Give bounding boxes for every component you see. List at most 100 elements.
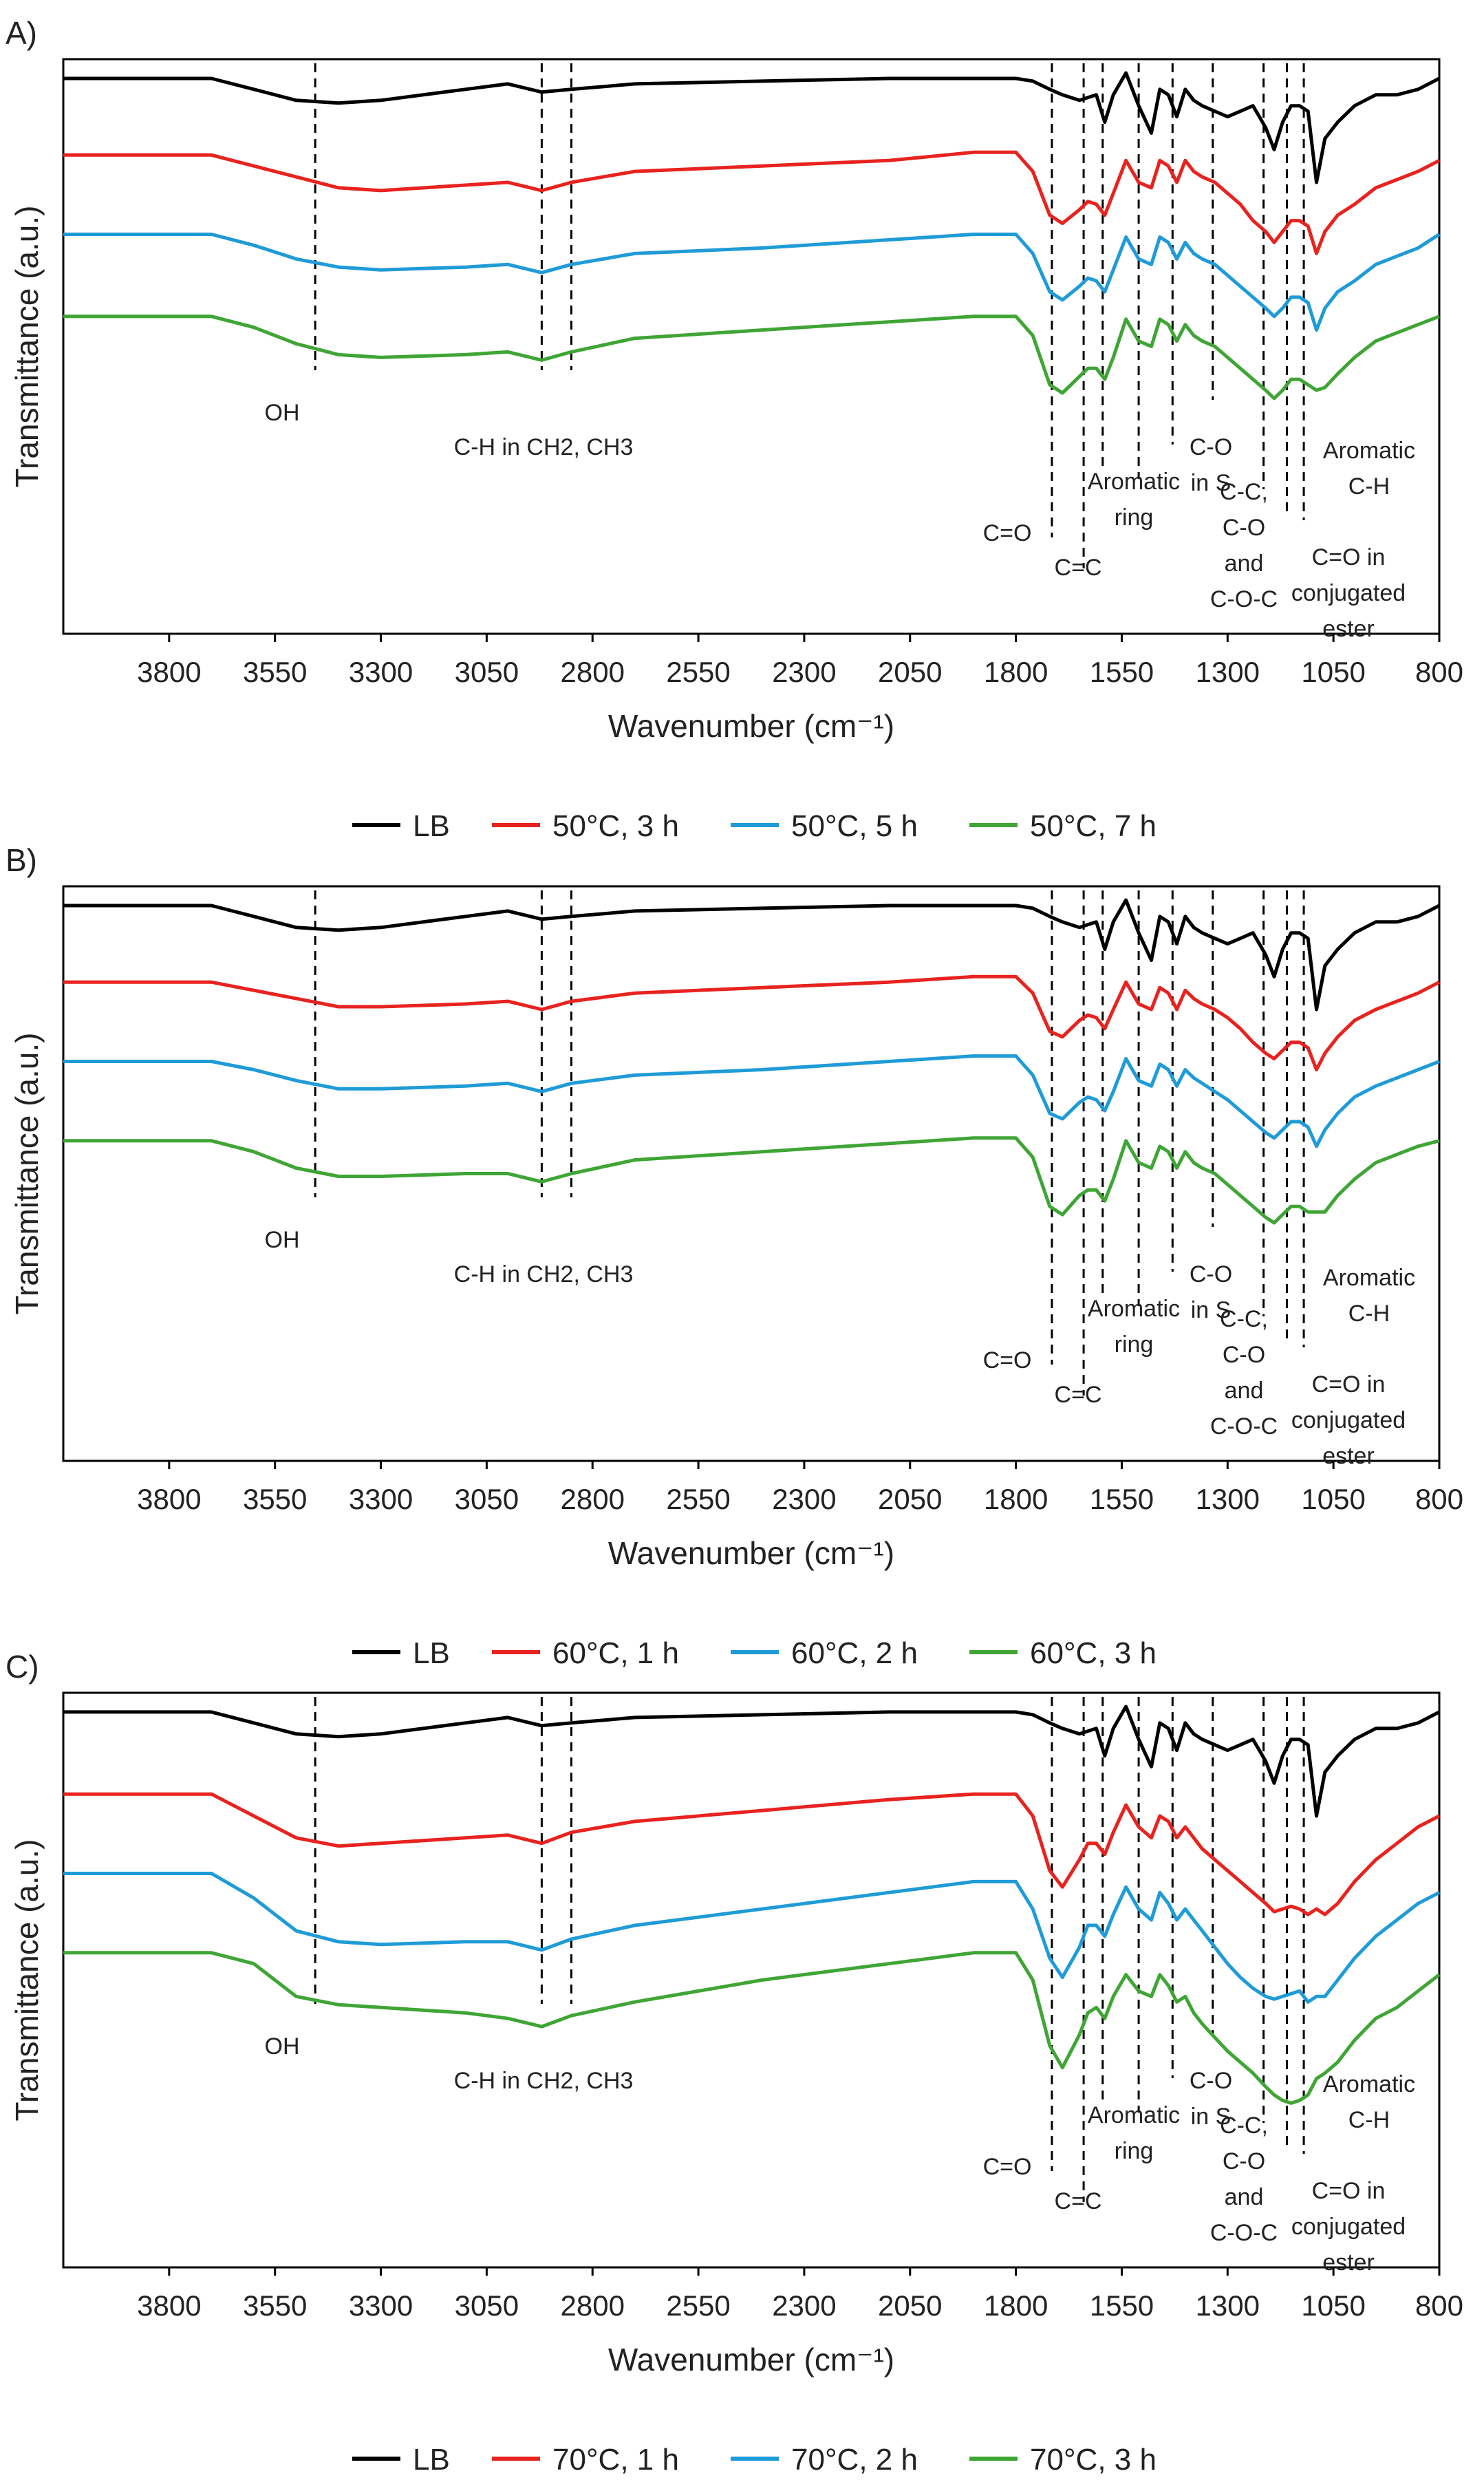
series-line-4 xyxy=(63,314,1440,400)
panel-label: A) xyxy=(6,15,37,51)
x-tick-label: 800 xyxy=(1415,656,1463,688)
legend-entry: LB xyxy=(413,2443,450,2477)
legend-entry: 50°C, 5 h xyxy=(791,809,918,843)
y-axis-label: Transmittance (a.u.) xyxy=(9,1033,45,1315)
x-axis-label: Wavenumber (cm⁻¹) xyxy=(608,2342,894,2377)
x-tick-label: 800 xyxy=(1415,1483,1463,1515)
annotation-arom: Aromatic xyxy=(1088,1296,1180,1322)
plot-frame xyxy=(62,1691,1441,2269)
legend-entry: 70°C, 2 h xyxy=(791,2443,918,2477)
x-tick-label: 3550 xyxy=(243,1483,307,1515)
x-tick-label: 1050 xyxy=(1301,2289,1365,2322)
x-tick-label: 3800 xyxy=(137,1483,201,1515)
panel-1: A) OH C-H in CH2, CH3 C=O C=C Aromatic ring C-O… xyxy=(6,15,1463,843)
x-tick-label: 3550 xyxy=(243,2289,307,2322)
x-tick-label: 3050 xyxy=(455,1483,519,1515)
x-tick-label: 1300 xyxy=(1196,2289,1260,2322)
legend-entry: 60°C, 3 h xyxy=(1030,1636,1157,1670)
annotation-ch: C-H in CH2, CH3 xyxy=(454,2068,634,2094)
annotation-cos: in S xyxy=(1191,1297,1232,1323)
annotation-ccco: C-O-C xyxy=(1210,586,1278,612)
annotation-oh: OH xyxy=(265,1227,300,1253)
annotation-ccco: C-O xyxy=(1223,2148,1265,2174)
x-tick-label: 3800 xyxy=(137,2289,201,2322)
annotation-ccco: C-O xyxy=(1223,515,1265,541)
series-line-3 xyxy=(63,1872,1441,2004)
annotation-ccco: C-O-C xyxy=(1210,2220,1278,2246)
annotation-ester: ester xyxy=(1322,2249,1375,2276)
annotation-ch: C-H in CH2, CH3 xyxy=(454,434,634,460)
panel-label: C) xyxy=(6,1649,39,1685)
annotation-ccco: C-C, xyxy=(1220,1306,1268,1332)
legend-entry: 70°C, 3 h xyxy=(1030,2443,1157,2477)
annotation-ester: C=O in xyxy=(1312,2178,1386,2204)
legend-entry: LB xyxy=(413,1636,450,1670)
annotation-cos: C-O xyxy=(1190,1261,1232,1287)
x-tick-label: 1800 xyxy=(984,656,1048,688)
x-tick-label: 2300 xyxy=(772,1483,836,1515)
y-axis-label: Transmittance (a.u.) xyxy=(9,206,45,488)
panel-3: C) OH C-H in CH2, CH3 C=O C=C Aromatic ring C-O… xyxy=(6,1649,1463,2477)
x-tick-label: 2550 xyxy=(666,2289,730,2322)
plot-frame xyxy=(62,885,1441,1462)
x-tick-label: 3050 xyxy=(455,656,519,688)
annotation-ccco: and xyxy=(1225,1378,1264,1404)
annotation-ester: conjugated xyxy=(1291,580,1406,606)
annotation-ccco: C-C, xyxy=(1220,479,1268,505)
x-tick-label: 3300 xyxy=(349,656,413,688)
annotation-ester: C=O in xyxy=(1312,544,1386,570)
x-tick-label: 1050 xyxy=(1301,1483,1365,1515)
annotation-ester: ester xyxy=(1322,1443,1375,1469)
annotation-arch: Aromatic xyxy=(1323,2071,1415,2097)
annotation-ccco: C-O xyxy=(1223,1342,1265,1368)
legend-entry: 60°C, 1 h xyxy=(552,1636,679,1670)
panel-2: B) OH C-H in CH2, CH3 C=O C=C Aromatic ring C-O… xyxy=(6,842,1463,1670)
x-tick-label: 3800 xyxy=(137,656,201,688)
annotation-ccco: and xyxy=(1225,550,1264,577)
x-axis-label: Wavenumber (cm⁻¹) xyxy=(608,1535,894,1571)
x-tick-label: 1800 xyxy=(984,2289,1048,2322)
annotation-cos: in S xyxy=(1191,2104,1232,2130)
annotation-co: C=O xyxy=(983,520,1032,546)
legend-entry: 60°C, 2 h xyxy=(791,1636,918,1670)
legend-entry: 50°C, 3 h xyxy=(552,809,679,843)
annotation-ester: C=O in xyxy=(1312,1371,1386,1398)
x-tick-label: 1300 xyxy=(1196,656,1260,688)
x-axis-label: Wavenumber (cm⁻¹) xyxy=(608,708,894,744)
series-line-1 xyxy=(63,1704,1441,1818)
series-line-3 xyxy=(63,233,1441,332)
annotation-ccco: C-C, xyxy=(1220,2113,1268,2139)
plot-frame xyxy=(62,58,1441,635)
x-tick-label: 3050 xyxy=(455,2289,519,2322)
annotation-cc: C=C xyxy=(1055,2188,1102,2214)
x-tick-label: 2300 xyxy=(772,656,836,688)
x-tick-label: 1550 xyxy=(1090,1483,1154,1515)
x-tick-label: 1800 xyxy=(984,1483,1048,1515)
series-line-3 xyxy=(63,1054,1440,1148)
annotation-arch: C-H xyxy=(1348,473,1390,500)
annotation-cos: in S xyxy=(1191,470,1232,496)
legend: LB 70°C, 1 h 70°C, 2 h 70°C, 3 h xyxy=(352,2443,1157,2477)
x-tick-label: 2050 xyxy=(878,656,942,688)
annotation-arom: Aromatic xyxy=(1088,2102,1180,2128)
x-tick-label: 3300 xyxy=(349,1483,413,1515)
annotation-co: C=O xyxy=(983,2154,1032,2180)
y-axis-label: Transmittance (a.u.) xyxy=(9,1839,45,2121)
x-tick-label: 2800 xyxy=(561,2289,625,2322)
series-line-4 xyxy=(63,1951,1441,2105)
annotation-ch: C-H in CH2, CH3 xyxy=(454,1261,634,1287)
annotation-ccco: C-O-C xyxy=(1210,1413,1278,1440)
legend: LB 50°C, 3 h 50°C, 5 h 50°C, 7 h xyxy=(352,809,1157,843)
annotation-co: C=O xyxy=(983,1347,1032,1373)
annotation-ccco: and xyxy=(1225,2184,1264,2210)
annotation-cos: C-O xyxy=(1190,2068,1232,2094)
x-tick-label: 1550 xyxy=(1090,656,1154,688)
x-tick-label: 2800 xyxy=(561,656,625,688)
x-tick-label: 3550 xyxy=(243,656,307,688)
annotation-arch: Aromatic xyxy=(1323,1265,1415,1291)
series-line-1 xyxy=(63,898,1441,1012)
x-tick-label: 1300 xyxy=(1196,1483,1260,1515)
series-line-2 xyxy=(63,974,1441,1071)
x-tick-label: 3300 xyxy=(349,2289,413,2322)
